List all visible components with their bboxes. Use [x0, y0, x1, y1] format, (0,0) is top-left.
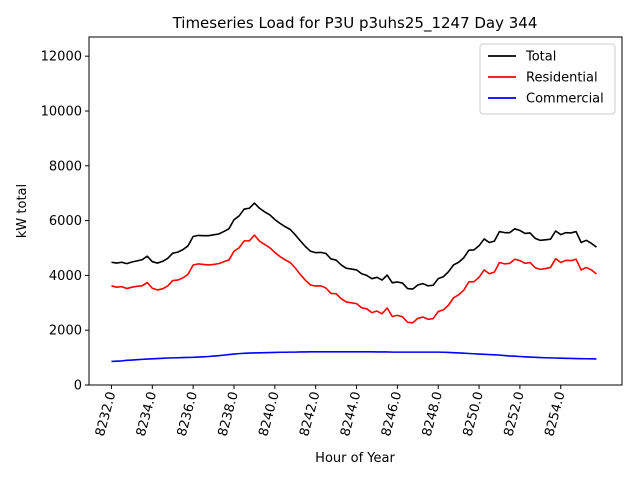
- plot-frame: [88, 36, 623, 386]
- x-tick-label: 8234.0: [134, 390, 160, 438]
- x-tick-label: 8248.0: [420, 390, 446, 438]
- y-tick-label: 4000: [49, 269, 82, 284]
- legend-label-commercial: Commercial: [526, 92, 604, 107]
- x-tick-label: 8252.0: [501, 390, 527, 438]
- chart-title: Timeseries Load for P3U p3uhs25_1247 Day…: [172, 14, 538, 33]
- x-tick-label: 8254.0: [542, 390, 568, 438]
- y-axis-title: kW total: [15, 184, 30, 238]
- series-line-residential: [111, 234, 597, 324]
- x-tick-label: 8240.0: [256, 390, 282, 438]
- x-tick-label: 8242.0: [297, 390, 323, 438]
- legend-label-total: Total: [525, 50, 556, 65]
- y-tick-label: 0: [74, 379, 82, 394]
- y-tick-label: 12000: [41, 50, 82, 65]
- x-tick-label: 8246.0: [379, 390, 405, 438]
- legend-box: [479, 43, 616, 115]
- series-line-commercial: [111, 351, 597, 363]
- legend-label-residential: Residential: [526, 71, 598, 86]
- x-axis-title: Hour of Year: [315, 451, 395, 466]
- y-tick-label: 6000: [49, 214, 82, 229]
- x-tick-label: 8232.0: [93, 390, 119, 438]
- y-tick-label: 2000: [49, 324, 82, 339]
- x-tick-label: 8236.0: [175, 390, 201, 438]
- x-tick-label: 8244.0: [338, 390, 364, 438]
- y-tick-label: 10000: [41, 104, 82, 119]
- legend: Total Residential Commercial: [479, 43, 616, 115]
- y-tick-label: 8000: [49, 159, 82, 174]
- series-group: [111, 202, 597, 363]
- y-axis: 0 2000 4000 6000 8000 10000 12000: [41, 50, 89, 394]
- x-axis: 8232.0 8234.0 8236.0 8238.0 8240.0 8242.0 8244…: [93, 385, 569, 438]
- x-tick-label: 8238.0: [216, 390, 242, 438]
- series-line-total: [111, 202, 597, 290]
- x-tick-label: 8250.0: [461, 390, 487, 438]
